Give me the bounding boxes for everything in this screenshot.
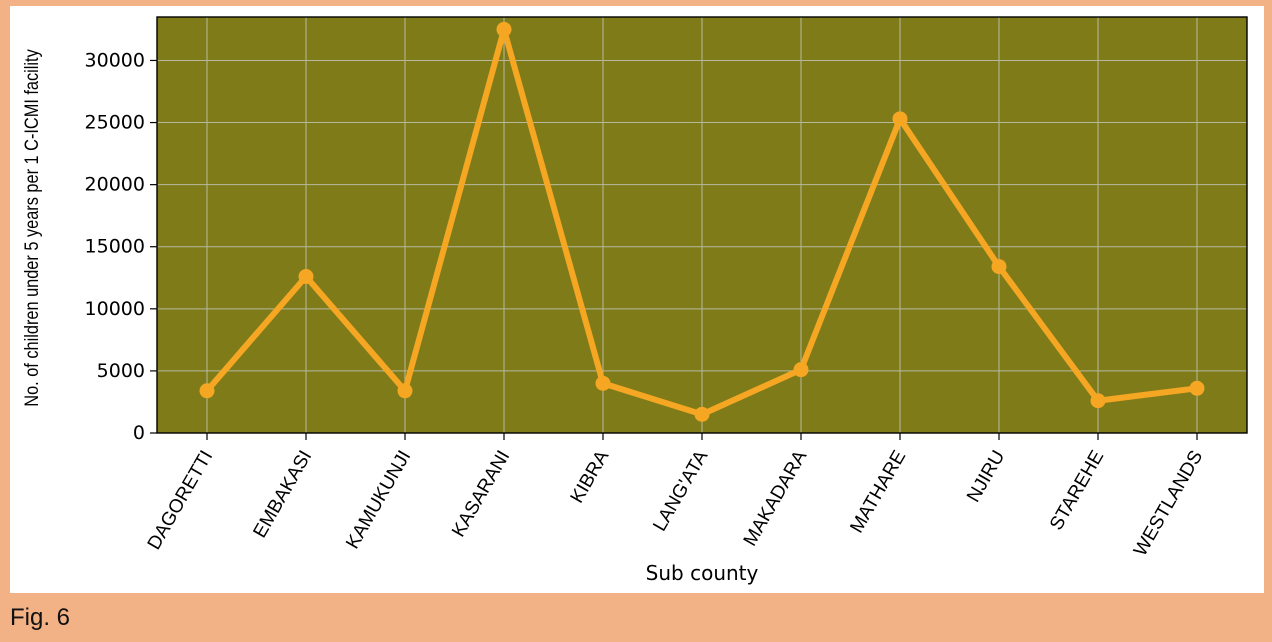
y-axis-label: No. of children under 5 years per 1 C-IC…: [21, 49, 42, 407]
data-point: [1189, 380, 1205, 396]
y-tick-label: 5000: [97, 360, 145, 382]
data-point: [595, 375, 611, 391]
y-tick-label: 25000: [85, 112, 145, 134]
x-tick-label: DAGORETTI: [144, 447, 218, 553]
x-tick-label: EMBAKASI: [250, 447, 317, 542]
x-tick-label: STAREHE: [1046, 447, 1108, 534]
y-tick-label: 10000: [85, 298, 145, 320]
data-point: [298, 269, 314, 285]
data-point: [694, 406, 710, 422]
data-point: [199, 383, 215, 399]
line-chart: 0 5000 10000 15000 20000 25000 30000 DAGORETTI…: [21, 16, 1248, 585]
data-point: [892, 111, 908, 127]
data-point: [991, 259, 1007, 275]
x-tick-label: KAMUKUNJI: [342, 447, 415, 553]
y-tick-label: 20000: [85, 174, 145, 196]
x-tick-label: LANG'ATA: [649, 447, 712, 535]
plot-border: [156, 16, 1248, 434]
x-tick-label: KASARANI: [448, 447, 514, 541]
y-tick-label: 30000: [85, 49, 145, 71]
x-tick-labels: DAGORETTI EMBAKASI KAMUKUNJI KASARANI KIBRA L…: [144, 447, 1208, 560]
data-point: [793, 362, 809, 378]
y-tick-label: 0: [133, 422, 145, 444]
data-point: [496, 21, 512, 37]
x-tick-label: NJIRU: [963, 447, 1009, 506]
x-tick-label: MATHARE: [846, 447, 910, 537]
chart-panel: 0 5000 10000 15000 20000 25000 30000 DAGORETTI…: [10, 6, 1264, 593]
series-line-group: [199, 21, 1205, 422]
x-tick-label: KIBRA: [567, 447, 614, 507]
y-tick-labels: 0 5000 10000 15000 20000 25000 30000: [85, 49, 145, 444]
y-tick-label: 15000: [85, 236, 145, 258]
data-point: [397, 383, 413, 399]
x-tick-label: MAKADARA: [740, 447, 812, 550]
x-tick-label: WESTLANDS: [1130, 447, 1207, 560]
figure-caption: Fig. 6: [10, 604, 71, 631]
data-point: [1090, 393, 1106, 409]
x-axis-label: Sub county: [646, 561, 759, 585]
grid-lines: [157, 17, 1247, 434]
axes: [150, 16, 1248, 440]
